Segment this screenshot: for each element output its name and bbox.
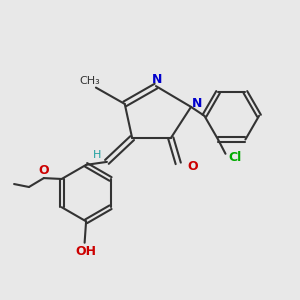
Text: Cl: Cl [228, 151, 242, 164]
Text: O: O [38, 164, 49, 177]
Text: N: N [152, 73, 163, 86]
Text: O: O [188, 160, 198, 173]
Text: H: H [93, 150, 101, 160]
Text: CH₃: CH₃ [79, 76, 100, 86]
Text: OH: OH [76, 244, 97, 258]
Text: N: N [192, 98, 203, 110]
